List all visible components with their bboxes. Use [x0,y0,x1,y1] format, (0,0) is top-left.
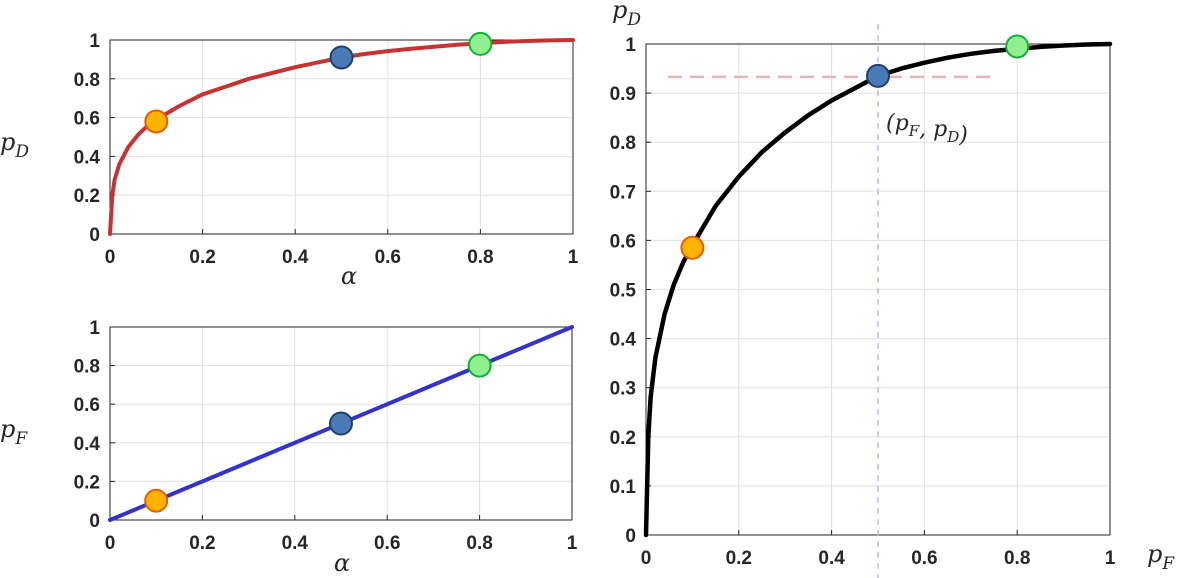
point-annotation: (pF, pD) [886,111,968,148]
marker-orange [680,235,705,260]
marker-green [467,353,492,378]
x-tick-label: 0.2 [189,533,215,554]
y-tick-label: 0.6 [610,231,636,252]
y-tick-label: 0.1 [610,477,637,498]
x-tick-label: 1 [567,533,578,554]
y-tick-label: 0.9 [610,84,636,105]
y-tick-label: 0.5 [610,281,637,302]
y-tick-label: 0.2 [74,472,100,493]
x-tick-label: 0.6 [374,533,400,554]
marker-blue [866,63,890,88]
y-tick-label: 0.8 [74,70,100,91]
y-tick-label: 0 [89,225,100,246]
x-tick-label: 0.6 [375,247,401,268]
marker-blue [329,45,354,70]
x-tick-label: 0.8 [1004,548,1030,569]
marker-green [1005,34,1030,59]
x-tick-label: 0.2 [189,247,215,268]
x-tick-label: 0.2 [726,548,752,569]
plot-area [110,40,573,234]
marker-orange [144,109,169,134]
y-tick-label: 0.2 [74,186,100,207]
x-tick-label: 0.4 [282,247,309,268]
y-tick-label: 0.8 [74,357,100,378]
x-tick-label: 0.8 [466,533,492,554]
y-tick-label: 1 [89,31,100,52]
marker-green [468,31,493,56]
y-tick-label: 0.4 [74,434,101,455]
y-axis-label: pD [0,128,29,162]
marker-orange [144,488,169,513]
y-tick-label: 0.4 [74,147,101,168]
y-tick-label: 0.2 [610,428,636,449]
x-tick-label: 1 [568,247,579,268]
x-tick-label: 0.6 [911,548,937,569]
y-tick-label: 0.8 [610,133,636,154]
chart-pd-vs-alpha: 0 0.2 0.4 0.6 0.8 1 0 0.2 0.4 0.6 0.8 1 α pD [0,31,579,290]
x-axis-label: α [341,262,357,290]
x-tick-label: 0.4 [818,548,845,569]
y-tick-label: 0 [625,526,636,547]
axes-box [109,326,573,521]
y-tick-label: 1 [89,318,100,339]
y-tick-label: 0.6 [74,395,100,416]
chart-pf-vs-alpha: 0 0.2 0.4 0.6 0.8 1 0 0.2 0.4 0.6 0.8 1 α pF [0,318,578,577]
y-tick-label: 0.6 [74,109,100,130]
y-tick-label: 0 [89,511,100,532]
x-tick-label: 0.4 [282,533,309,554]
x-tick-label: 0.8 [467,247,493,268]
y-tick-label: 0.7 [610,182,636,203]
x-axis-label: α [334,549,350,577]
x-axis-label: pF [1147,540,1175,574]
y-axis-label: pF [0,415,28,449]
chart-roc: 0 0.2 0.4 0.6 0.8 1 0 0.1 0.2 0.3 0.4 0.5 0.6 0.7 0.8 0… [610,0,1175,578]
marker-blue [329,411,353,436]
x-tick-label: 0 [641,548,652,569]
y-tick-label: 1 [625,35,636,56]
y-axis-label: pD [612,0,641,30]
y-tick-label: 0.4 [610,330,637,351]
y-tick-label: 0.3 [610,379,636,400]
axes-box [109,39,574,235]
x-tick-label: 0 [105,247,116,268]
x-tick-label: 0 [105,533,116,554]
x-tick-label: 1 [1105,548,1116,569]
